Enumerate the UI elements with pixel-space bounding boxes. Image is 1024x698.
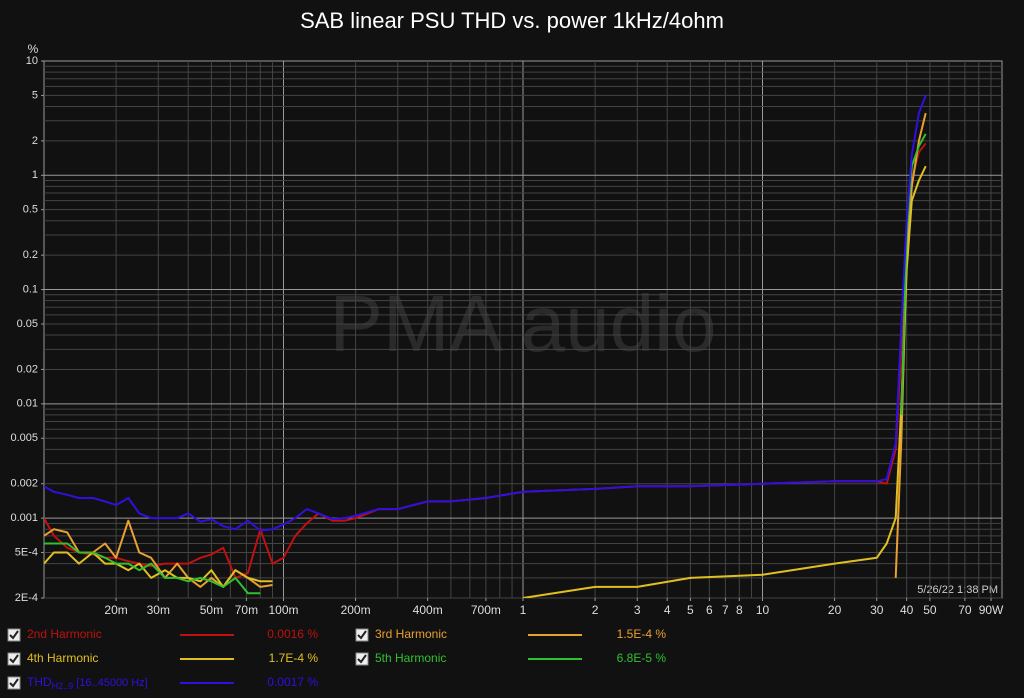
x-tick-label: 50 [923,603,937,617]
legend-check [357,630,367,640]
y-tick-label: 5 [32,89,38,101]
y-unit: % [28,42,39,56]
x-tick-label: 30 [870,603,884,617]
x-tick-label: 40 [900,603,914,617]
x-tick-label: 20m [104,603,127,617]
y-tick-label: 5E-4 [15,546,38,558]
x-tick-label: 50m [200,603,223,617]
legend-name: THDH2..9 [16..45000 Hz] [27,675,148,691]
x-tick-label: 7 [722,603,729,617]
y-tick-label: 2 [32,135,38,147]
x-tick-label: 700m [471,603,501,617]
x-tick-label: 3 [634,603,641,617]
legend-value: 1.5E-4 % [617,627,667,641]
y-tick-label: 0.01 [17,398,38,410]
legend-name: 3rd Harmonic [375,627,447,641]
legend-name-text: 4th Harmonic [27,651,98,665]
x-tick-label: 400m [413,603,443,617]
legend-name-sub: H2..9 [52,681,74,691]
y-tick-label: 0.02 [17,363,38,375]
legend-check [357,654,367,664]
legend-name-text: 5th Harmonic [375,651,446,665]
chart-title: SAB linear PSU THD vs. power 1kHz/4ohm [300,8,724,33]
legend-check [9,678,19,688]
y-tick-label: 0.001 [10,512,38,524]
legend-name: 4th Harmonic [27,651,98,665]
legend-check [9,654,19,664]
legend-value: 0.0017 % [267,675,318,689]
legend-value: 0.0016 % [267,627,318,641]
legend-name: 5th Harmonic [375,651,446,665]
timestamp: 5/26/22 1:38 PM [917,584,998,596]
x-tick-label: 4 [664,603,671,617]
legend-name-text: 3rd Harmonic [375,627,447,641]
x-tick-label: 1 [520,603,527,617]
legend-name-note: [16..45000 Hz] [76,677,148,689]
y-tick-label: 0.005 [10,432,38,444]
x-tick-label: 2 [592,603,599,617]
x-tick-label: 8 [736,603,743,617]
legend-name: 2nd Harmonic [27,627,102,641]
legend-value: 1.7E-4 % [269,651,319,665]
x-tick-label: 5 [687,603,694,617]
y-tick-label: 2E-4 [15,592,38,604]
y-tick-label: 1 [32,169,38,181]
x-tick-label: 20 [828,603,842,617]
legend-value: 6.8E-5 % [617,651,667,665]
x-tick-label: 30m [147,603,170,617]
x-tick-label: 100m [268,603,298,617]
series-line [44,95,927,532]
x-tick-label: 200m [341,603,371,617]
legend-check [9,630,19,640]
legend-name-text: THD [27,675,52,689]
y-tick-label: 0.2 [23,249,38,261]
x-tick-label: 70 [958,603,972,617]
x-tick-label: 6 [706,603,713,617]
y-tick-label: 0.05 [17,318,38,330]
y-tick-label: 0.5 [23,204,38,216]
legend-name-text: 2nd Harmonic [27,627,102,641]
series-line [44,165,927,598]
x-tick-label: 10 [756,603,770,617]
y-tick-label: 10 [26,55,38,67]
y-tick-label: 0.1 [23,283,38,295]
x-tick-label: 90W [979,603,1004,617]
y-tick-label: 0.002 [10,478,38,490]
x-tick-label: 70m [235,603,258,617]
